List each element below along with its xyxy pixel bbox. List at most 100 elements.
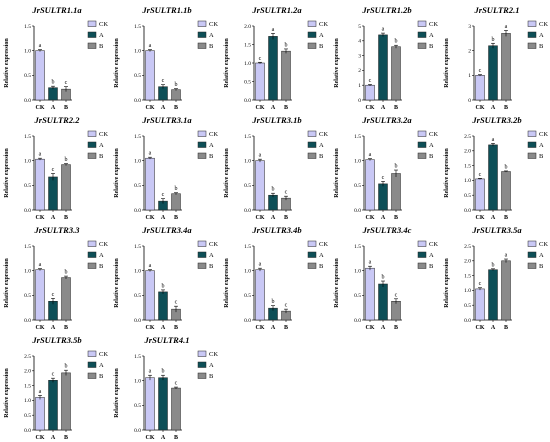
legend-label: A (539, 32, 544, 39)
x-tick-label: B (394, 325, 398, 331)
legend-swatch (197, 361, 207, 368)
y-tick-label: 0.0 (244, 318, 251, 324)
significance-label: c (285, 303, 288, 309)
legend-label: B (319, 153, 324, 160)
y-tick-label: 0.5 (244, 183, 251, 189)
legend-label: B (99, 153, 104, 160)
y-tick-label: 1.0 (354, 268, 361, 274)
bar (48, 176, 58, 211)
significance-label: b (505, 164, 508, 170)
bar (501, 260, 511, 321)
legend-label: A (319, 142, 324, 149)
chart-panel: JrSULTR3.4c Relative expression 0.0 0.5 1.0 1… (334, 225, 438, 331)
y-tick-label: 0.0 (244, 98, 251, 104)
y-tick-label: 2.5 (464, 244, 471, 250)
x-tick-label: B (284, 325, 288, 331)
x-tick-label: A (491, 325, 496, 331)
bar (281, 50, 291, 101)
y-tick-label: 2 (358, 68, 361, 74)
y-tick-label: 1.0 (134, 48, 141, 54)
x-tick-label: B (64, 325, 68, 331)
chart-panel: JrSULTR1.1b Relative expression 0.0 0.5 1.0 1… (114, 5, 218, 111)
legend-swatch (87, 372, 97, 379)
x-tick-label: B (64, 105, 68, 111)
x-tick-label: CK (36, 435, 45, 441)
legend-label: CK (429, 131, 438, 138)
significance-label: a (149, 151, 152, 157)
significance-label: b (65, 270, 68, 276)
x-tick-label: A (161, 105, 166, 111)
legend-swatch (197, 31, 207, 38)
chart-panel: JrSULTR1.2a Relative expression 0.0 0.5 1.0 1… (224, 5, 328, 111)
significance-label: a (369, 260, 372, 266)
legend-swatch (417, 152, 427, 159)
bar (61, 164, 71, 211)
bar (475, 178, 485, 211)
y-tick-label: 0.0 (24, 428, 31, 434)
y-tick-label: 0.0 (24, 208, 31, 214)
significance-label: c (175, 300, 178, 306)
legend-swatch (197, 42, 207, 49)
legend-label: B (99, 43, 104, 50)
legend-label: B (209, 373, 214, 380)
panel-title: JrSULTR4.1 (144, 335, 190, 345)
bar (255, 160, 265, 211)
y-tick-label: 0.5 (134, 293, 141, 299)
y-axis-label: Relative expression (114, 258, 120, 308)
y-axis-label: Relative expression (334, 148, 340, 198)
bar (255, 62, 265, 101)
legend-label: CK (319, 131, 328, 138)
x-tick-label: B (504, 325, 508, 331)
y-tick-label: 2.5 (464, 134, 471, 140)
bar (501, 33, 511, 101)
bar (158, 291, 168, 321)
legend-swatch (197, 20, 207, 27)
legend-label: A (99, 142, 104, 149)
x-tick-label: CK (366, 325, 375, 331)
y-tick-label: 1.0 (24, 158, 31, 164)
legend-swatch (307, 152, 317, 159)
legend-label: A (319, 32, 324, 39)
chart-panel: JrSULTR2.2 Relative expression 0.0 0.5 1.0 1.… (4, 115, 108, 221)
bar (378, 183, 388, 211)
chart-panel: JrSULTR4.1 Relative expression 0.0 0.5 1.0 1.… (114, 335, 218, 441)
legend-label: A (209, 362, 214, 369)
y-tick-label: 1.0 (134, 268, 141, 274)
legend-label: A (99, 362, 104, 369)
significance-label: c (479, 281, 482, 287)
bar (35, 50, 45, 101)
significance-label: c (479, 68, 482, 74)
legend-label: CK (209, 21, 218, 28)
y-tick-label: 1.5 (354, 134, 361, 140)
significance-label: b (395, 164, 398, 170)
significance-label: c (175, 381, 178, 387)
legend-label: CK (209, 351, 218, 358)
x-tick-label: CK (256, 215, 265, 221)
significance-label: a (369, 152, 372, 158)
y-tick-label: 1 (358, 83, 361, 89)
x-tick-label: B (64, 435, 68, 441)
legend-swatch (527, 251, 537, 258)
y-tick-label: 0 (358, 98, 361, 104)
y-tick-label: 2.0 (464, 259, 471, 265)
bar (48, 380, 58, 431)
y-tick-label: 0.5 (244, 79, 251, 85)
y-tick-label: 0.5 (354, 293, 361, 299)
legend-label: B (539, 43, 544, 50)
x-tick-label: B (504, 105, 508, 111)
y-tick-label: 1 (468, 73, 471, 79)
significance-label: a (505, 253, 508, 259)
y-tick-label: 0.5 (24, 413, 31, 419)
y-tick-label: 0.0 (134, 208, 141, 214)
x-tick-label: B (504, 215, 508, 221)
panel-title: JrSULTR3.1a (141, 115, 192, 125)
y-tick-label: 0.5 (464, 193, 471, 199)
legend-label: CK (429, 21, 438, 28)
y-tick-label: 1.5 (134, 24, 141, 30)
x-tick-label: A (51, 105, 56, 111)
legend-label: A (539, 252, 544, 259)
legend-swatch (527, 31, 537, 38)
y-axis-label: Relative expression (4, 148, 10, 198)
y-tick-label: 0.5 (464, 303, 471, 309)
x-tick-label: B (284, 215, 288, 221)
